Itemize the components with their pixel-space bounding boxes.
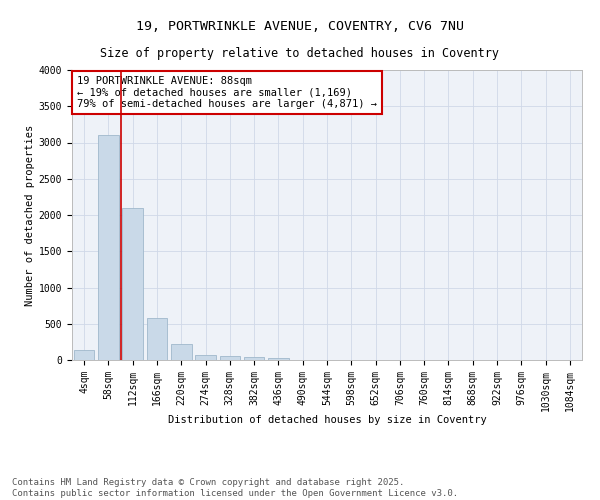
Text: 19 PORTWRINKLE AVENUE: 88sqm
← 19% of detached houses are smaller (1,169)
79% of: 19 PORTWRINKLE AVENUE: 88sqm ← 19% of de… [77, 76, 377, 109]
Bar [171, 344, 191, 360]
Bar [220, 356, 240, 360]
Text: Contains HM Land Registry data © Crown copyright and database right 2025.
Contai: Contains HM Land Registry data © Crown c… [12, 478, 458, 498]
Bar [98, 135, 119, 360]
Bar [146, 318, 167, 360]
Text: 19, PORTWRINKLE AVENUE, COVENTRY, CV6 7NU: 19, PORTWRINKLE AVENUE, COVENTRY, CV6 7N… [136, 20, 464, 33]
Text: Size of property relative to detached houses in Coventry: Size of property relative to detached ho… [101, 48, 499, 60]
Bar [74, 350, 94, 360]
Y-axis label: Number of detached properties: Number of detached properties [25, 124, 35, 306]
Bar [122, 208, 143, 360]
X-axis label: Distribution of detached houses by size in Coventry: Distribution of detached houses by size … [167, 415, 487, 425]
Bar [268, 358, 289, 360]
Bar [244, 356, 265, 360]
Bar [195, 354, 216, 360]
